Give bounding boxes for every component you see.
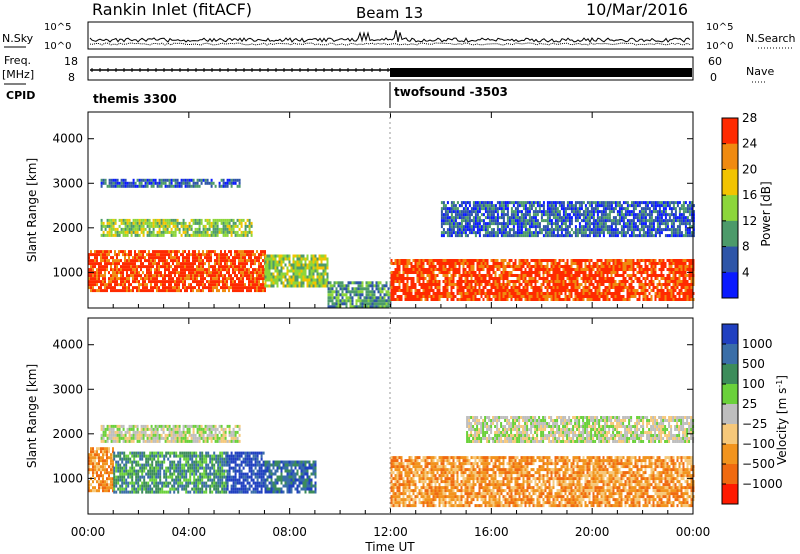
x-tick-label-7: 00:00	[676, 525, 711, 539]
nsky-trace	[89, 29, 691, 46]
power-colorbar-swatch-4	[722, 195, 738, 222]
velocity-colorbar-swatch-1	[722, 324, 738, 345]
velocity-y-tick-2: 2000	[52, 427, 83, 441]
x-tick-label-1: 00:00	[71, 525, 106, 539]
velocity-colorbar-tick-3: 100	[742, 377, 765, 391]
velocity-colorbar-tick-7: −500	[742, 457, 775, 471]
velocity-y-tick-3: 3000	[52, 382, 83, 396]
nsearch-tick-bottom: 10^0	[706, 41, 733, 52]
velocity-colorbar-swatch-3	[722, 364, 738, 385]
velocity-colorbar-tick-4: 25	[742, 397, 757, 411]
power-colorbar-swatch-6	[722, 246, 738, 273]
power-y-tick-3: 3000	[52, 176, 83, 190]
velocity-colorbar-tick-1: 1000	[742, 337, 773, 351]
x-tick-label-4: 12:00	[373, 525, 408, 539]
station-title: Rankin Inlet (fitACF)	[92, 0, 252, 19]
power-colorbar-tick-7: 28	[742, 111, 757, 125]
power-colorbar-tick-5: 20	[742, 162, 757, 176]
velocity-pattern-1	[88, 447, 114, 493]
velocity-y-tick-1: 1000	[52, 471, 83, 485]
velocity-colorbar-tick-8: −1000	[742, 477, 783, 491]
velocity-y-axis: 1000 2000 3000 4000	[52, 338, 693, 485]
power-pattern-5	[100, 218, 253, 237]
beam-title: Beam 13	[356, 4, 423, 22]
velocity-colorbar: 1000 500 100 25 −25 −100 −500 −1000	[721, 323, 783, 505]
cpid-segment-1: themis 3300	[93, 92, 177, 106]
velocity-colorbar-swatch-2	[722, 344, 738, 365]
freq-trace	[90, 68, 692, 77]
velocity-pattern-5	[390, 456, 695, 508]
power-colorbar-tick-3: 12	[742, 214, 757, 228]
power-pattern-3	[327, 281, 392, 309]
velocity-colorbar-tick-5: −25	[742, 417, 767, 431]
nsky-tick-top: 10^5	[44, 22, 71, 33]
power-pattern-1	[88, 250, 266, 293]
nave-label: Nave	[746, 65, 774, 78]
velocity-colorbar-swatch-6	[722, 424, 738, 445]
power-pattern-7	[100, 178, 241, 188]
velocity-pattern-3	[226, 451, 265, 494]
cpid-label: CPID	[6, 89, 35, 102]
power-colorbar-swatch-1	[722, 118, 738, 145]
power-ylabel: Slant Range [km]	[25, 158, 39, 262]
velocity-colorbar-swatch-9	[722, 484, 738, 505]
power-pattern-6	[440, 201, 695, 238]
power-colorbar-tick-4: 16	[742, 188, 757, 202]
power-colorbar-swatch-2	[722, 143, 738, 170]
freq-tick-top: 18	[64, 55, 78, 68]
time-x-axis: 00:00 04:00 08:00 12:00 16:00 20:00 00:00	[71, 112, 711, 539]
power-y-tick-2: 2000	[52, 221, 83, 235]
velocity-colorbar-swatch-8	[722, 464, 738, 485]
nsky-tick-bottom: 10^0	[44, 41, 71, 52]
x-axis-label: Time UT	[364, 540, 415, 554]
power-colorbar-swatch-7	[722, 272, 738, 299]
velocity-ylabel: Slant Range [km]	[25, 364, 39, 468]
velocity-pattern-6	[100, 424, 241, 443]
velocity-pattern-2	[113, 451, 228, 494]
velocity-colorbar-tick-2: 500	[742, 357, 765, 371]
velocity-y-tick-4: 4000	[52, 338, 83, 352]
freq-unit: [MHz]	[2, 68, 34, 81]
power-colorbar-tick-2: 8	[742, 240, 750, 254]
power-colorbar-swatch-5	[722, 220, 738, 248]
x-tick-label-3: 08:00	[272, 525, 307, 539]
nsearch-tick-top: 10^5	[706, 22, 733, 33]
power-y-tick-4: 4000	[52, 132, 83, 146]
velocity-pattern-4	[264, 460, 317, 494]
nsky-panel: N.Sky 10^5 10^0 10^5 10^0 N.Search	[2, 21, 796, 52]
x-tick-label-5: 16:00	[474, 525, 509, 539]
power-colorbar-label: Power [dB]	[759, 181, 773, 246]
freq-panel: Freq. [MHz] 18 8 60 0 Nave	[2, 54, 774, 84]
date-title: 10/Mar/2016	[586, 0, 688, 19]
power-y-tick-1: 1000	[52, 265, 83, 279]
power-colorbar-tick-6: 24	[742, 137, 757, 151]
power-colorbar: 4 8 12 16 20 24 28	[721, 111, 757, 299]
freq-tick-bottom: 8	[68, 71, 75, 84]
velocity-pattern-7	[466, 416, 695, 443]
freq-label: Freq.	[4, 54, 31, 67]
power-colorbar-tick-1: 4	[742, 265, 750, 279]
nsky-label: N.Sky	[2, 32, 34, 45]
velocity-colorbar-tick-6: −100	[742, 437, 775, 451]
nave-tick-bottom: 0	[710, 71, 717, 84]
power-heatmap	[88, 178, 695, 309]
cpid-segment-2: twofsound -3503	[394, 85, 508, 99]
nave-tick-top: 60	[708, 55, 722, 68]
velocity-colorbar-swatch-4	[722, 384, 738, 405]
velocity-heatmap	[88, 416, 695, 508]
velocity-colorbar-label: Velocity [m s-1]	[775, 375, 790, 465]
power-colorbar-swatch-3	[722, 169, 738, 196]
power-y-axis: 1000 2000 3000 4000	[52, 132, 693, 279]
power-pattern-2	[264, 254, 329, 288]
x-tick-label-6: 20:00	[575, 525, 610, 539]
x-tick-label-2: 04:00	[172, 525, 207, 539]
velocity-panel: 1000 2000 3000 4000 Slant Range [km] 1000 50…	[25, 317, 790, 515]
power-pattern-4	[390, 259, 695, 301]
nsearch-label: N.Search	[746, 32, 796, 45]
power-panel: 1000 2000 3000 4000 Slant Range [km] 4 8 12 16…	[25, 111, 773, 309]
velocity-colorbar-swatch-7	[722, 444, 738, 465]
velocity-colorbar-swatch-5	[722, 404, 738, 425]
